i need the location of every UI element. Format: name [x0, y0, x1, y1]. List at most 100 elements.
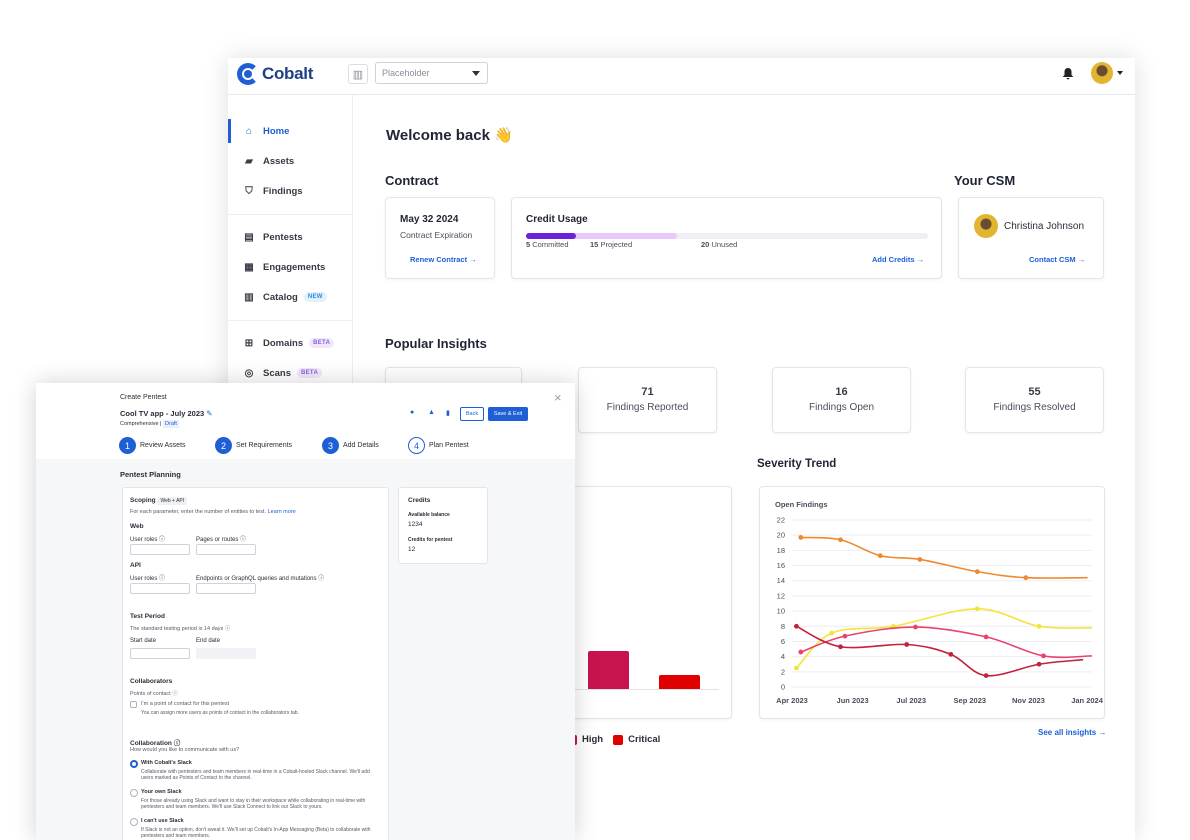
bar-high — [588, 651, 629, 689]
end-date-label: End date — [196, 638, 221, 644]
scoping-title: Scoping Web + API — [130, 497, 188, 505]
option-label: I can't use Slack — [141, 818, 184, 824]
new-badge: NEW — [303, 292, 327, 302]
cobalt-logo[interactable]: Cobalt — [237, 63, 313, 85]
end-date-input — [196, 648, 256, 659]
y-tick-label: 2 — [781, 667, 785, 676]
data-point — [904, 642, 910, 647]
trash-icon[interactable]: ▮ — [446, 410, 450, 417]
step-number: 1 — [119, 437, 136, 454]
insight-label: Findings Resolved — [993, 402, 1076, 413]
sidebar-divider — [228, 320, 353, 321]
poc-note: You can assign more users as points of c… — [141, 710, 299, 716]
close-icon[interactable]: × — [554, 390, 562, 405]
sidebar-item-label: Assets — [263, 155, 295, 167]
credit-usage-card: Credit Usage 5 Committed 15 Projected 20… — [511, 197, 942, 279]
sidebar-divider — [228, 214, 353, 215]
collaboration-title: Collaboration ⓘ — [130, 740, 181, 747]
bell-small-icon[interactable]: ▲ — [428, 409, 435, 416]
add-credits-link[interactable]: Add Credits → — [872, 255, 925, 264]
balance-label: Available balance — [408, 512, 450, 518]
see-all-insights-link[interactable]: See all insights → — [1038, 728, 1107, 737]
x-tick-label: Jun 2023 — [837, 696, 869, 705]
credit-usage-title: Credit Usage — [526, 214, 588, 225]
series-line — [795, 608, 1093, 669]
data-point — [974, 569, 980, 575]
x-tick-label: Jul 2023 — [896, 696, 926, 705]
planning-heading: Pentest Planning — [120, 470, 181, 479]
web-title: Web — [130, 523, 144, 530]
y-tick-label: 20 — [777, 531, 785, 540]
step-plan-pentest[interactable]: 4 Plan Pentest — [408, 437, 469, 454]
committed-legend: 5 Committed — [526, 240, 569, 249]
step-number: 4 — [408, 437, 425, 454]
learn-more-link[interactable]: Learn more — [267, 509, 296, 515]
step-label: Add Details — [343, 442, 379, 449]
legend-critical: Critical — [628, 734, 661, 745]
chevron-down-icon — [472, 71, 480, 76]
data-point — [983, 634, 989, 640]
insight-card[interactable]: 55 Findings Resolved — [965, 367, 1104, 433]
collaboration-sub: How would you like to communicate with u… — [130, 747, 240, 753]
api-title: API — [130, 562, 141, 569]
data-point — [842, 633, 848, 639]
data-point — [974, 606, 980, 612]
renew-contract-link[interactable]: Renew Contract → — [410, 255, 477, 264]
create-pentest-modal: Create Pentest × Cool TV app - July 2023… — [36, 383, 575, 840]
data-point — [1036, 661, 1042, 667]
api-endpoints-input[interactable] — [196, 583, 256, 594]
data-point — [1041, 653, 1046, 659]
y-tick-label: 14 — [777, 576, 785, 585]
sidebar-item-label: Scans — [263, 367, 291, 379]
data-point — [948, 651, 954, 657]
sidebar-item-scans[interactable]: ◎ Scans BETA — [228, 363, 353, 383]
sidebar-item-label: Home — [263, 125, 290, 137]
org-select[interactable]: Placeholder — [375, 62, 488, 84]
sidebar-item-catalog[interactable]: ▥ Catalog NEW — [228, 287, 353, 307]
csm-heading: Your CSM — [954, 173, 1016, 188]
save-exit-button[interactable]: Save & Exit — [488, 407, 528, 421]
start-date-input[interactable] — [130, 648, 190, 659]
sidebar-item-domains[interactable]: ⊞ Domains BETA — [228, 333, 353, 353]
sidebar-item-label: Engagements — [263, 261, 326, 273]
insight-card[interactable]: 16 Findings Open — [772, 367, 911, 433]
pentest-icon: ▤ — [244, 231, 254, 243]
chat-icon[interactable]: ● — [410, 409, 415, 416]
data-point — [1036, 623, 1042, 629]
sidebar-item-findings[interactable]: ⛉ Findings — [228, 181, 353, 201]
credits-title: Credits — [408, 497, 431, 504]
y-tick-label: 8 — [781, 622, 785, 631]
step-add-details[interactable]: 3 Add Details — [322, 437, 379, 454]
sidebar-item-label: Pentests — [263, 231, 303, 243]
radio-no-slack[interactable] — [130, 818, 138, 826]
sidebar-item-label: Findings — [263, 185, 303, 197]
radio-own-slack[interactable] — [130, 789, 138, 797]
back-button[interactable]: Back — [460, 407, 484, 421]
y-tick-label: 6 — [781, 637, 785, 646]
bar-baseline — [529, 689, 719, 690]
data-point — [913, 624, 918, 630]
poc-checkbox[interactable] — [130, 701, 137, 708]
api-user-roles-input[interactable] — [130, 583, 190, 594]
sidebar-item-engagements[interactable]: ▦ Engagements — [228, 257, 353, 277]
radio-cobalt-slack[interactable] — [130, 760, 138, 768]
data-point — [877, 553, 883, 559]
web-pages-input[interactable] — [196, 544, 256, 555]
insight-label: Findings Reported — [606, 402, 689, 413]
unused-legend: 20 Unused — [701, 240, 738, 249]
sidebar-item-assets[interactable]: ▰ Assets — [228, 151, 353, 171]
web-user-roles-input[interactable] — [130, 544, 190, 555]
step-set-requirements[interactable]: 2 Set Requirements — [215, 437, 292, 454]
insight-card[interactable]: 71 Findings Reported — [578, 367, 717, 433]
chart-title: Open Findings — [775, 500, 828, 509]
sidebar-item-home[interactable]: ⌂ Home — [228, 119, 353, 143]
step-review-assets[interactable]: 1 Review Assets — [119, 437, 186, 454]
bell-icon[interactable] — [1062, 67, 1074, 83]
sidebar-item-pentests[interactable]: ▤ Pentests — [228, 227, 353, 247]
avatar[interactable] — [1091, 62, 1113, 84]
data-point — [1023, 575, 1029, 581]
data-point — [829, 630, 835, 636]
contact-csm-link[interactable]: Contact CSM → — [1029, 255, 1086, 264]
caret-down-icon[interactable] — [1117, 71, 1123, 75]
edit-pencil-icon[interactable]: ✎ — [206, 409, 213, 418]
